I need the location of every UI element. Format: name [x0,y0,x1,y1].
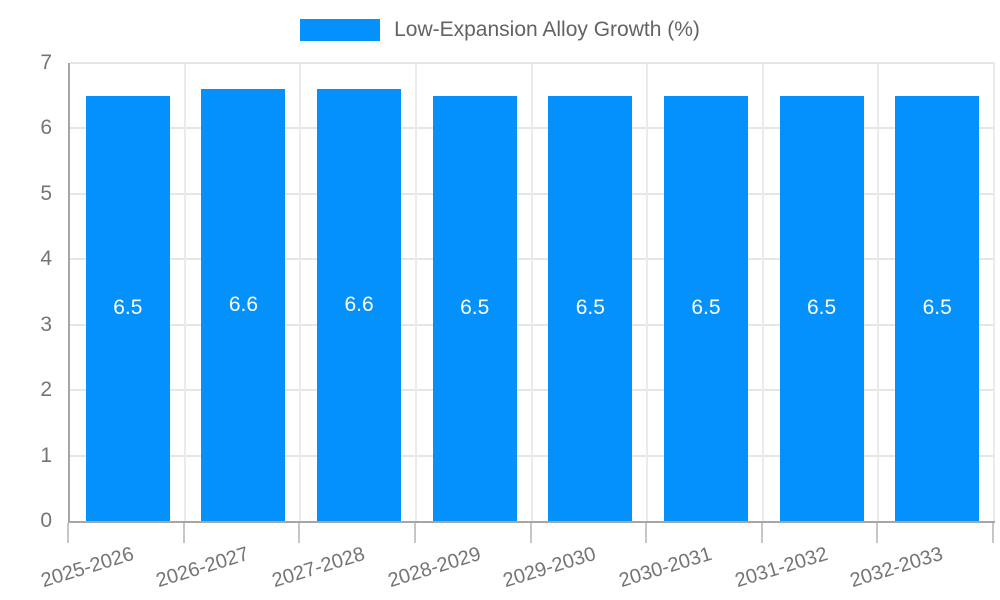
gridline-vertical [877,63,880,521]
bar-value-label: 6.6 [344,293,374,317]
gridline-horizontal [70,127,995,130]
gridline-vertical [646,63,649,521]
x-axis-tick [992,523,994,543]
bar-value-label: 6.5 [575,296,605,320]
bar-value-label: 6.5 [691,296,721,320]
gridline-horizontal [70,62,995,64]
gridline-horizontal [70,389,995,392]
y-axis-tick-label: 6 [40,116,52,140]
legend-label: Low-Expansion Alloy Growth (%) [394,18,700,41]
y-axis-tick-label: 5 [40,181,52,205]
x-axis-tick [413,523,416,543]
gridline-horizontal [70,454,995,457]
x-axis-tick [645,523,648,543]
gridline-horizontal [70,258,995,261]
y-axis-tick-label: 4 [40,247,52,271]
bar: 6.6 [201,89,286,521]
gridline-vertical [183,63,186,521]
x-axis-tick [182,523,185,543]
bar: 6.6 [317,89,402,521]
x-axis-tick [529,523,532,543]
bar: 6.5 [85,95,170,521]
bar-value-label: 6.5 [922,296,952,320]
gridline-vertical [993,63,995,521]
gridline-vertical [414,63,417,521]
legend-swatch [300,19,381,41]
bar: 6.5 [895,95,980,521]
chart-legend: Low-Expansion Alloy Growth (%) [0,18,1000,42]
y-axis-tick-label: 3 [40,312,52,336]
x-axis-tick [760,523,763,543]
bar: 6.5 [548,95,633,521]
bar: 6.5 [432,95,517,521]
gridline-vertical [299,63,302,521]
bar-value-label: 6.6 [228,293,259,317]
bar: 6.5 [663,95,748,521]
bar-value-label: 6.5 [460,296,490,320]
plot-area: 6.5 6.6 6.6 6.5 6.5 6.5 6.5 6.5 [68,62,995,523]
gridline-vertical [530,63,533,521]
bar: 6.5 [779,95,864,521]
x-axis-tick [67,523,69,543]
y-axis-tick-label: 2 [40,378,52,402]
y-axis-tick-label: 7 [40,51,52,74]
y-axis-tick-label: 1 [40,443,52,467]
gridline-vertical [761,63,764,521]
y-axis-tick-label: 0 [40,509,52,532]
x-axis-tick [298,523,301,543]
bar-value-label: 6.5 [806,296,837,320]
gridline-horizontal [70,323,995,326]
gridline-horizontal [70,192,995,195]
x-axis-tick [876,523,879,543]
bar-value-label: 6.5 [113,296,143,320]
